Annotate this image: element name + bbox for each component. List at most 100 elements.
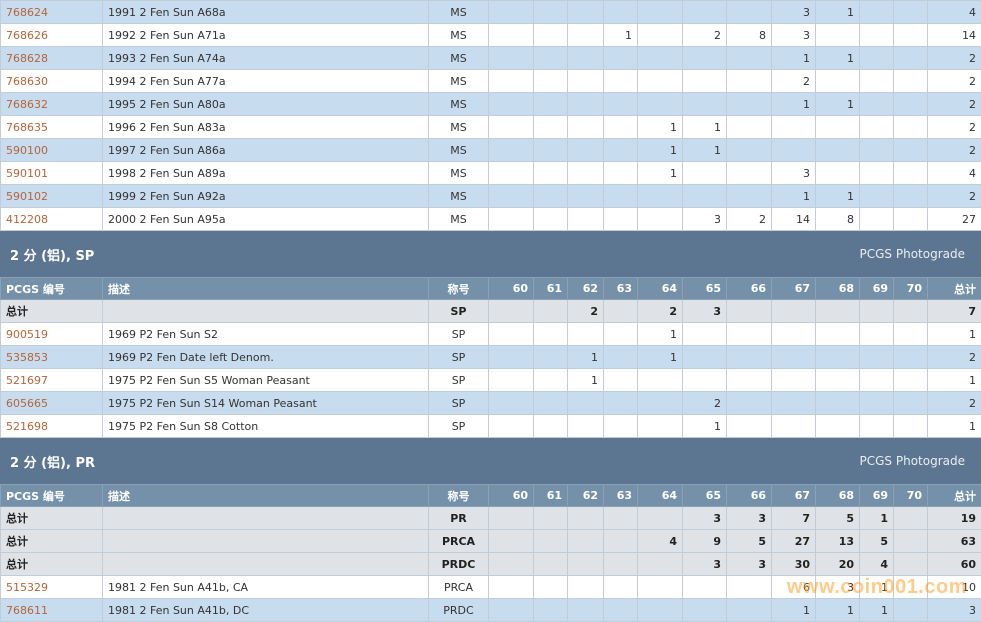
grade-count-cell [568,93,604,116]
grade-count-cell [534,392,568,415]
pcgs-code-cell[interactable]: 412208 [1,208,103,231]
pcgs-code-link[interactable]: 768628 [6,52,48,65]
pcgs-code-cell[interactable]: 521698 [1,415,103,438]
pcgs-code-link[interactable]: 900519 [6,328,48,341]
column-header[interactable]: 称号 [429,485,489,507]
pcgs-code-link[interactable]: 768626 [6,29,48,42]
row-total-cell: 1 [928,415,981,438]
grade-count-cell [534,93,568,116]
column-header[interactable]: PCGS 编号 [1,278,103,300]
pcgs-code-cell[interactable]: 590101 [1,162,103,185]
column-header[interactable]: 62 [568,485,604,507]
column-header[interactable]: 66 [727,278,772,300]
column-header[interactable]: 描述 [103,278,429,300]
column-header[interactable]: 描述 [103,485,429,507]
column-header[interactable]: 68 [816,278,860,300]
column-header[interactable]: 62 [568,278,604,300]
grade-count-cell [772,369,816,392]
grade-total-cell: 20 [816,553,860,576]
pcgs-code-link[interactable]: 605665 [6,397,48,410]
column-header[interactable]: 68 [816,485,860,507]
column-header[interactable]: 66 [727,485,772,507]
column-header[interactable]: 69 [860,485,894,507]
column-header[interactable]: 63 [604,278,638,300]
pcgs-code-link[interactable]: 521698 [6,420,48,433]
description-cell: 1981 2 Fen Sun A41b, DC [103,599,429,622]
pcgs-code-cell[interactable]: 768635 [1,116,103,139]
column-header[interactable]: 总计 [928,485,981,507]
total-label: 总计 [1,507,103,530]
photograde-link[interactable]: PCGS Photograde [860,247,965,261]
grade-count-cell [604,323,638,346]
designation-cell: MS [429,70,489,93]
row-total-cell: 4 [928,162,981,185]
pcgs-code-cell[interactable]: 515329 [1,576,103,599]
grade-count-cell [683,93,727,116]
grade-count-cell [604,116,638,139]
column-header[interactable]: 70 [894,278,928,300]
row-total-cell: 1 [928,369,981,392]
pcgs-code-cell[interactable]: 768632 [1,93,103,116]
pcgs-code-cell[interactable]: 590100 [1,139,103,162]
pcgs-code-cell[interactable]: 768626 [1,24,103,47]
grade-count-cell [568,47,604,70]
column-header[interactable]: 69 [860,278,894,300]
row-total-cell: 2 [928,185,981,208]
grade-count-cell [534,47,568,70]
column-header[interactable]: 称号 [429,278,489,300]
pcgs-code-cell[interactable]: 768628 [1,47,103,70]
column-header[interactable]: PCGS 编号 [1,485,103,507]
pcgs-code-cell[interactable]: 768611 [1,599,103,622]
grade-count-cell [816,415,860,438]
designation-cell: MS [429,162,489,185]
pcgs-code-link[interactable]: 521697 [6,374,48,387]
photograde-link[interactable]: PCGS Photograde [860,454,965,468]
column-header[interactable]: 64 [638,485,683,507]
pcgs-code-cell[interactable]: 590102 [1,185,103,208]
pcgs-code-link[interactable]: 590100 [6,144,48,157]
grade-total-cell [489,300,534,323]
pcgs-code-link[interactable]: 768630 [6,75,48,88]
pcgs-code-cell[interactable]: 768624 [1,1,103,24]
column-header[interactable]: 60 [489,278,534,300]
column-header[interactable]: 65 [683,278,727,300]
pcgs-code-link[interactable]: 535853 [6,351,48,364]
pcgs-code-cell[interactable]: 605665 [1,392,103,415]
pcgs-code-cell[interactable]: 900519 [1,323,103,346]
pcgs-code-link[interactable]: 768635 [6,121,48,134]
designation-cell: SP [429,369,489,392]
grade-count-cell: 3 [772,24,816,47]
pcgs-code-cell[interactable]: 535853 [1,346,103,369]
column-header[interactable]: 61 [534,485,568,507]
description-cell: 1995 2 Fen Sun A80a [103,93,429,116]
pcgs-code-link[interactable]: 515329 [6,581,48,594]
pcgs-code-link[interactable]: 590102 [6,190,48,203]
column-header[interactable]: 64 [638,278,683,300]
column-header[interactable]: 70 [894,485,928,507]
row-total-cell: 2 [928,139,981,162]
pcgs-code-link[interactable]: 412208 [6,213,48,226]
grade-total-cell [727,300,772,323]
column-header[interactable]: 总计 [928,278,981,300]
column-header[interactable]: 65 [683,485,727,507]
pcgs-code-link[interactable]: 768624 [6,6,48,19]
description-cell: 1981 2 Fen Sun A41b, CA [103,576,429,599]
grade-total-cell [489,507,534,530]
column-header[interactable]: 67 [772,278,816,300]
column-header[interactable]: 60 [489,485,534,507]
column-header[interactable]: 61 [534,278,568,300]
pcgs-code-link[interactable]: 590101 [6,167,48,180]
column-header[interactable]: 63 [604,485,638,507]
grade-count-cell [772,139,816,162]
designation-cell: PR [429,507,489,530]
pcgs-code-cell[interactable]: 768630 [1,70,103,93]
pcgs-code-link[interactable]: 768632 [6,98,48,111]
column-header[interactable]: 67 [772,485,816,507]
pcgs-code-cell[interactable]: 521697 [1,369,103,392]
grade-count-cell [894,1,928,24]
grade-count-cell [816,162,860,185]
grade-count-cell: 3 [772,1,816,24]
